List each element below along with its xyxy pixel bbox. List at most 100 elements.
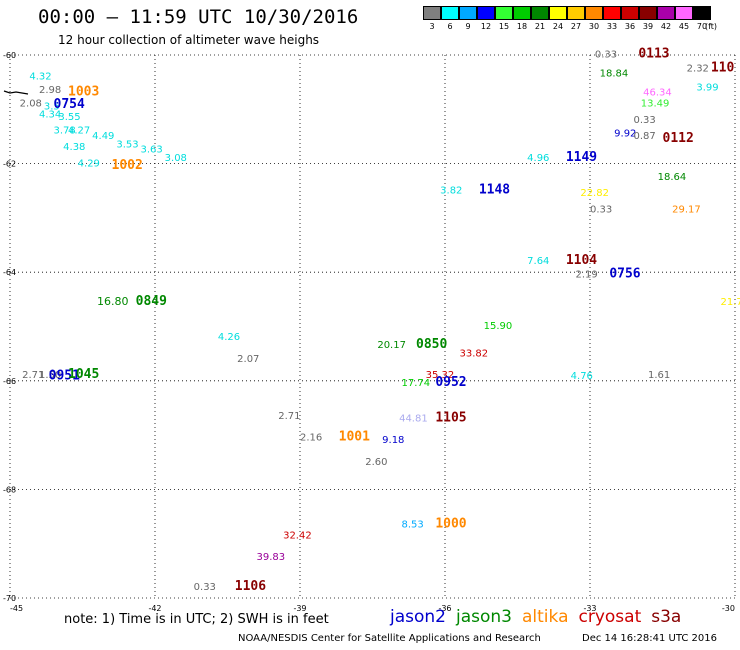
wave-height-label: 1.50: [39, 370, 61, 381]
pass-time-label: 0952: [435, 375, 466, 390]
colorbar-label: 30: [588, 22, 600, 31]
pass-time-label: 1000: [435, 516, 466, 531]
colorbar-swatch: [675, 6, 693, 20]
wave-height-label: 3.63: [141, 145, 163, 156]
lat-tick-label: -64: [3, 268, 16, 277]
wave-height-label: 39.83: [257, 552, 286, 563]
wave-height-label: 4.32: [29, 71, 51, 82]
wave-height-label: 7.64: [527, 256, 549, 267]
wave-height-label: 22.82: [580, 188, 609, 199]
footer-note: note: 1) Time is in UTC; 2) SWH is in fe…: [64, 612, 329, 627]
wave-height-label: 32.42: [283, 530, 312, 541]
lat-tick-label: -70: [3, 594, 16, 603]
colorbar-label: 45: [678, 22, 690, 31]
legend-jason3: jason3: [456, 607, 512, 627]
wave-height-label: 4.34: [39, 109, 61, 120]
lon-tick-label: -36: [438, 604, 451, 613]
lon-tick-label: -42: [148, 604, 161, 613]
wave-height-label: 2.71: [22, 370, 44, 381]
pass-time-label: 110: [711, 60, 735, 75]
colorbar-label: 27: [570, 22, 582, 31]
credit-text: NOAA/NESDIS Center for Satellite Applica…: [238, 633, 541, 644]
legend-jason2: jason2: [390, 607, 446, 627]
colorbar-label: 24: [552, 22, 564, 31]
ice-edge-track: [3, 90, 29, 95]
wave-height-label: 0.87: [634, 131, 656, 142]
colorbar-swatch: [567, 6, 585, 20]
wave-height-label: 2.32: [687, 63, 709, 74]
legend-s3a: s3a: [651, 607, 682, 627]
wave-height-label: 3.08: [165, 153, 187, 164]
wave-height-label: 4.29: [78, 158, 100, 169]
wave-height-label: 0.33: [595, 50, 617, 61]
lat-tick-label: -62: [3, 160, 16, 169]
colorbar-label: 33: [606, 22, 618, 31]
colorbar-label: 6: [447, 22, 453, 31]
pass-time-label: 0849: [136, 294, 167, 309]
wave-height-label: 35.32: [426, 370, 455, 381]
wave-height-label: 18.84: [600, 69, 629, 80]
pass-time-label: 0754: [54, 97, 85, 112]
wave-height-label: 33.82: [460, 348, 489, 359]
colorbar-swatch: [477, 6, 495, 20]
wave-height-label: 46.34: [643, 88, 672, 99]
pass-time-label: 1002: [112, 158, 143, 173]
page-title: 00:00 – 11:59 UTC 10/30/2016: [38, 6, 359, 28]
wave-height-label: 3.53: [116, 139, 138, 150]
pass-time-label: 1148: [479, 182, 510, 197]
legend-cryosat: cryosat: [578, 607, 642, 627]
wave-height-label: 44.81: [399, 414, 428, 425]
pass-time-label: 0850: [416, 337, 447, 352]
lat-tick-label: -60: [3, 51, 16, 60]
lon-tick-label: -30: [722, 604, 735, 613]
wave-height-label: 2.08: [20, 99, 42, 110]
colorbar-unit: (ft): [705, 22, 718, 31]
wave-height-label: 2.60: [365, 457, 387, 468]
colorbar-swatch: [639, 6, 657, 20]
pass-time-label: 0113: [638, 47, 669, 62]
lon-tick-label: -45: [10, 604, 23, 613]
colorbar-label: 70: [696, 22, 708, 31]
pass-time-label: 1045: [68, 367, 99, 382]
wave-height-label: 2.19: [576, 270, 598, 281]
wave-height-label: 21.7: [721, 297, 740, 308]
satellite-legend: jason2 jason3 altika cryosat s3a: [390, 607, 691, 629]
lat-tick-label: -68: [3, 485, 16, 494]
pass-time-label: 1001: [339, 430, 370, 445]
wave-height-label: 0.33: [590, 204, 612, 215]
colorbar-label: 15: [498, 22, 510, 31]
colorbar-swatch: [621, 6, 639, 20]
colorbar-swatch: [603, 6, 621, 20]
colorbar-label: 18: [516, 22, 528, 31]
wave-height-label: 2.16: [300, 433, 322, 444]
page-subtitle: 12 hour collection of altimeter wave hei…: [58, 33, 320, 47]
wave-height-label: 3.99: [696, 82, 718, 93]
colorbar-swatch: [513, 6, 531, 20]
colorbar-swatch: [441, 6, 459, 20]
wave-height-label: 4.49: [92, 131, 114, 142]
wave-height-label: 0.33: [634, 115, 656, 126]
colorbar-label: 9: [465, 22, 471, 31]
colorbar-swatch: [657, 6, 675, 20]
wave-height-label: 4.96: [527, 153, 549, 164]
wave-height-label: 4.38: [63, 142, 85, 153]
lat-lon-grid: [9, 54, 736, 599]
colorbar-swatch: [423, 6, 441, 20]
wave-height-label: 3.55: [58, 112, 80, 123]
wave-height-label: 1.61: [648, 370, 670, 381]
colorbar-label: 39: [642, 22, 654, 31]
wave-height-label: 4.27: [68, 126, 90, 137]
timestamp: Dec 14 16:28:41 UTC 2016: [582, 633, 717, 644]
wave-height-label: 3.82: [440, 185, 462, 196]
axis-ticks: -45 -42 -39 -36 -33 -30 -60 -62 -64 -66 -68 -70: [3, 51, 735, 613]
colorbar-label: 3: [429, 22, 435, 31]
lon-tick-label: -39: [293, 604, 306, 613]
wave-height-label: 3.78: [54, 126, 76, 137]
wave-height-label: 29.17: [672, 204, 701, 215]
legend-altika: altika: [522, 607, 569, 627]
wave-height-label: 0.33: [194, 582, 216, 593]
wave-height-label: 2.71: [278, 411, 300, 422]
colorbar-swatch: [693, 6, 711, 20]
wave-height-label: 9.18: [382, 435, 404, 446]
